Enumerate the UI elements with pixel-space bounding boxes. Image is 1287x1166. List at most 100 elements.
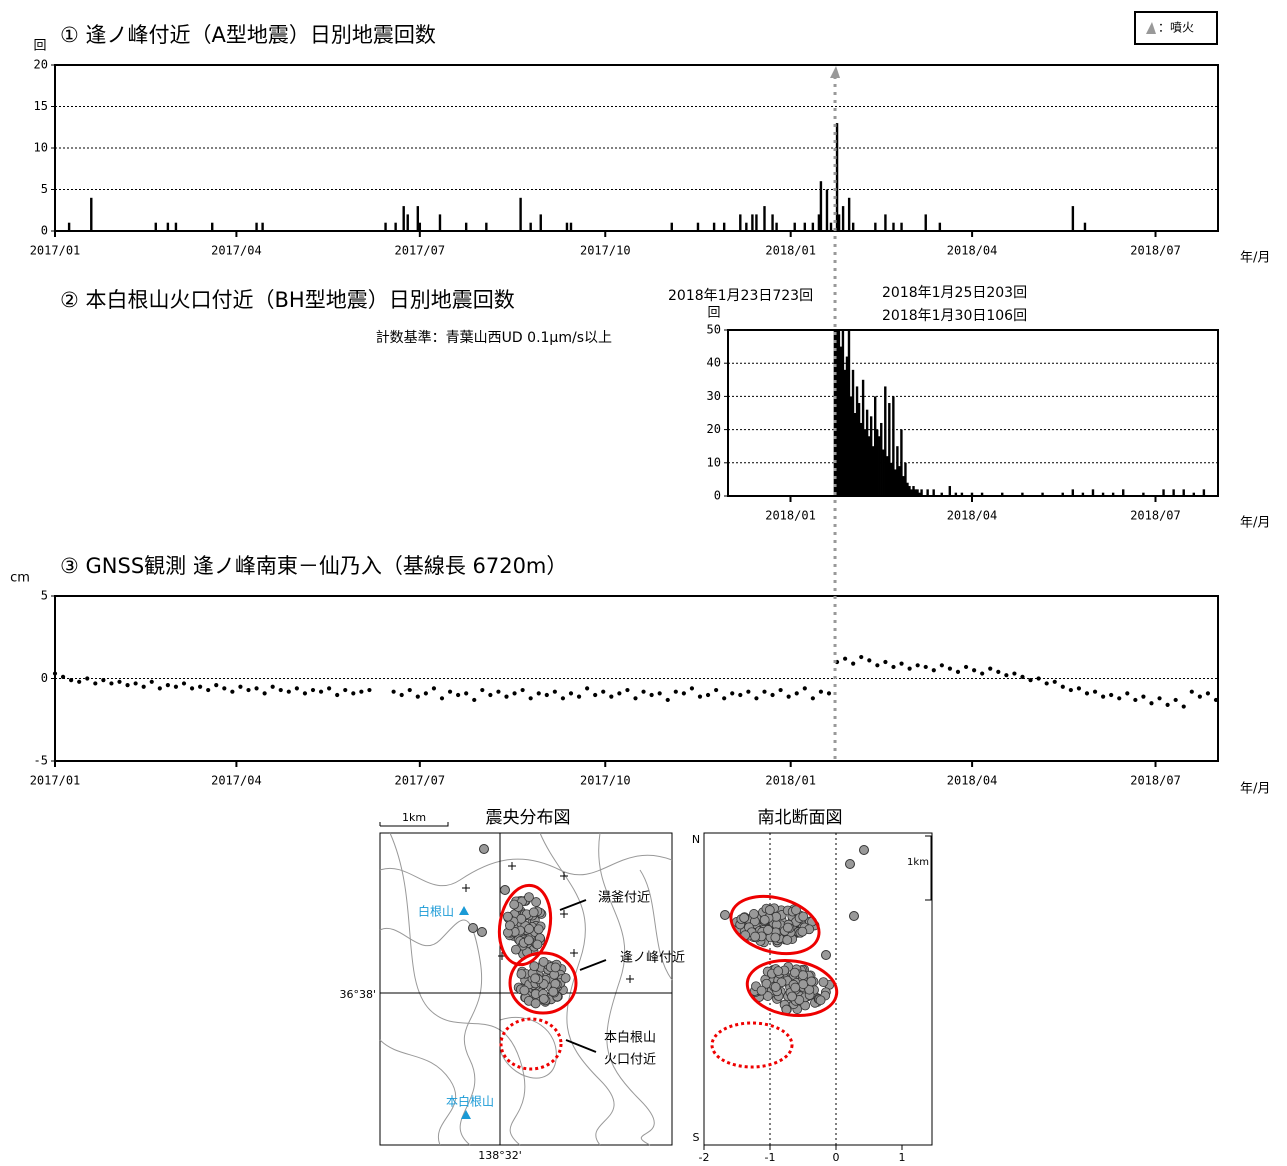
- point: [1060, 684, 1065, 689]
- bar: [1162, 489, 1165, 496]
- point: [585, 686, 590, 691]
- x-tick-label: 2018/01: [765, 244, 816, 258]
- bar: [1083, 222, 1087, 231]
- hypocenter: [533, 924, 544, 935]
- point: [238, 684, 243, 689]
- bar: [884, 214, 887, 231]
- point: [504, 694, 509, 699]
- point: [1092, 689, 1098, 694]
- y-tick-label: 10: [707, 455, 721, 469]
- area-label: 逢ノ峰付近: [620, 951, 685, 966]
- point: [133, 681, 138, 686]
- point: [496, 689, 501, 694]
- point: [617, 691, 622, 696]
- point: [875, 663, 880, 668]
- point: [883, 659, 888, 665]
- hypocenter: [532, 939, 543, 950]
- point: [407, 687, 412, 693]
- hypocenter: [509, 899, 520, 910]
- point: [165, 683, 170, 688]
- bar: [896, 446, 899, 496]
- y-unit: cm: [10, 571, 30, 586]
- hypocenter: [538, 993, 549, 1004]
- x-tick-label: 2017/04: [211, 774, 262, 788]
- hypocenter: [821, 950, 831, 960]
- point: [351, 691, 356, 696]
- y-tick-label: -5: [34, 754, 48, 768]
- bar: [890, 462, 893, 496]
- point: [464, 691, 469, 696]
- point: [1125, 691, 1130, 696]
- hypocenter: [477, 927, 487, 937]
- bar: [874, 396, 877, 496]
- bar: [835, 330, 839, 496]
- eruption-symbol: [1146, 22, 1156, 34]
- hypocenter: [770, 982, 781, 992]
- bar: [924, 214, 927, 231]
- bar: [1111, 492, 1115, 496]
- hypocenter: [815, 995, 826, 1006]
- annotation: 2018年1月30日106回: [882, 308, 1027, 324]
- bar: [67, 222, 71, 231]
- y-unit: 回: [33, 39, 46, 54]
- point: [1068, 687, 1073, 693]
- bar: [837, 330, 841, 496]
- bar: [438, 214, 442, 231]
- point: [85, 676, 90, 681]
- hypocenter: [500, 885, 510, 895]
- hypocenter: [523, 935, 534, 946]
- point: [472, 697, 477, 703]
- x-tick-label: 2017/10: [580, 244, 631, 258]
- bar: [851, 369, 855, 496]
- point: [891, 664, 896, 670]
- bar: [722, 222, 726, 231]
- bar: [565, 222, 569, 231]
- bar: [394, 222, 397, 231]
- bar: [859, 422, 863, 496]
- bar: [853, 413, 857, 496]
- section-area: [729, 894, 821, 956]
- point: [915, 663, 920, 668]
- point: [270, 684, 275, 689]
- point: [609, 694, 614, 699]
- point: [867, 658, 872, 663]
- bar: [1001, 492, 1004, 496]
- hypocenter: [502, 911, 513, 922]
- point: [1141, 694, 1146, 699]
- point: [1044, 681, 1049, 686]
- point: [117, 679, 122, 684]
- bar: [874, 222, 877, 231]
- x-tick-label: 2018/07: [1130, 244, 1181, 258]
- bar: [926, 489, 929, 496]
- bar: [1081, 492, 1085, 496]
- bar: [894, 469, 897, 496]
- hypocenter: [524, 924, 534, 934]
- point: [343, 687, 348, 693]
- y-tick-label: 40: [707, 356, 721, 370]
- hypocenter: [528, 907, 539, 918]
- bar: [882, 449, 885, 496]
- point: [189, 686, 195, 691]
- bar: [1061, 492, 1064, 496]
- criterion: 計数基準：青葉山西UD 0.1μm/s以上: [376, 329, 612, 346]
- area-label: 湯釜付近: [598, 891, 650, 906]
- x-unit: 年/月: [1240, 782, 1270, 797]
- point: [286, 689, 291, 694]
- bar: [384, 222, 387, 231]
- bar: [841, 330, 845, 496]
- point: [560, 696, 566, 701]
- hypocenter: [511, 944, 521, 955]
- hypocenter: [538, 956, 549, 967]
- point: [439, 696, 445, 701]
- x-tick-label: 2017/01: [30, 244, 81, 258]
- bar: [892, 396, 895, 496]
- bar: [154, 222, 157, 231]
- hypocenter: [787, 991, 797, 1002]
- bar: [255, 222, 258, 231]
- point: [980, 671, 985, 676]
- hypocenter: [748, 909, 759, 919]
- place-label: 白根山: [418, 904, 454, 919]
- point: [1101, 694, 1106, 699]
- bar: [261, 222, 264, 231]
